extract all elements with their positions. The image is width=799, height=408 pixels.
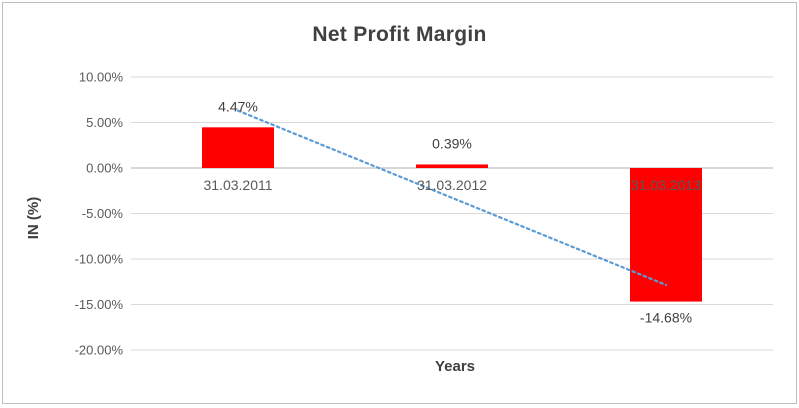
chart-svg: 10.00% 5.00% 0.00% -5.00% -10.00% -15.00% -20.… bbox=[75, 70, 773, 358]
chart-title: Net Profit Margin bbox=[312, 23, 487, 46]
y-tick-label: -10.00% bbox=[75, 252, 124, 267]
trendline bbox=[236, 109, 668, 287]
y-tick-label: -20.00% bbox=[75, 343, 124, 358]
bar-data-label: -14.68% bbox=[640, 310, 692, 326]
y-tick-label: 0.00% bbox=[86, 161, 123, 176]
y-tick-label: 10.00% bbox=[79, 70, 124, 85]
bar-data-label: 4.47% bbox=[218, 98, 258, 114]
bar bbox=[416, 164, 488, 168]
bar bbox=[202, 127, 274, 168]
y-tick-label: -15.00% bbox=[75, 297, 124, 312]
x-axis-title: Years bbox=[434, 358, 476, 375]
y-tick-label: 5.00% bbox=[86, 115, 123, 130]
y-tick-label: -5.00% bbox=[82, 206, 124, 221]
category-label: 31.03.2013 bbox=[631, 177, 701, 193]
bar bbox=[630, 168, 702, 302]
category-label: 31.03.2012 bbox=[417, 177, 487, 193]
category-label: 31.03.2011 bbox=[203, 177, 272, 193]
bar-data-label: 0.39% bbox=[432, 135, 472, 151]
